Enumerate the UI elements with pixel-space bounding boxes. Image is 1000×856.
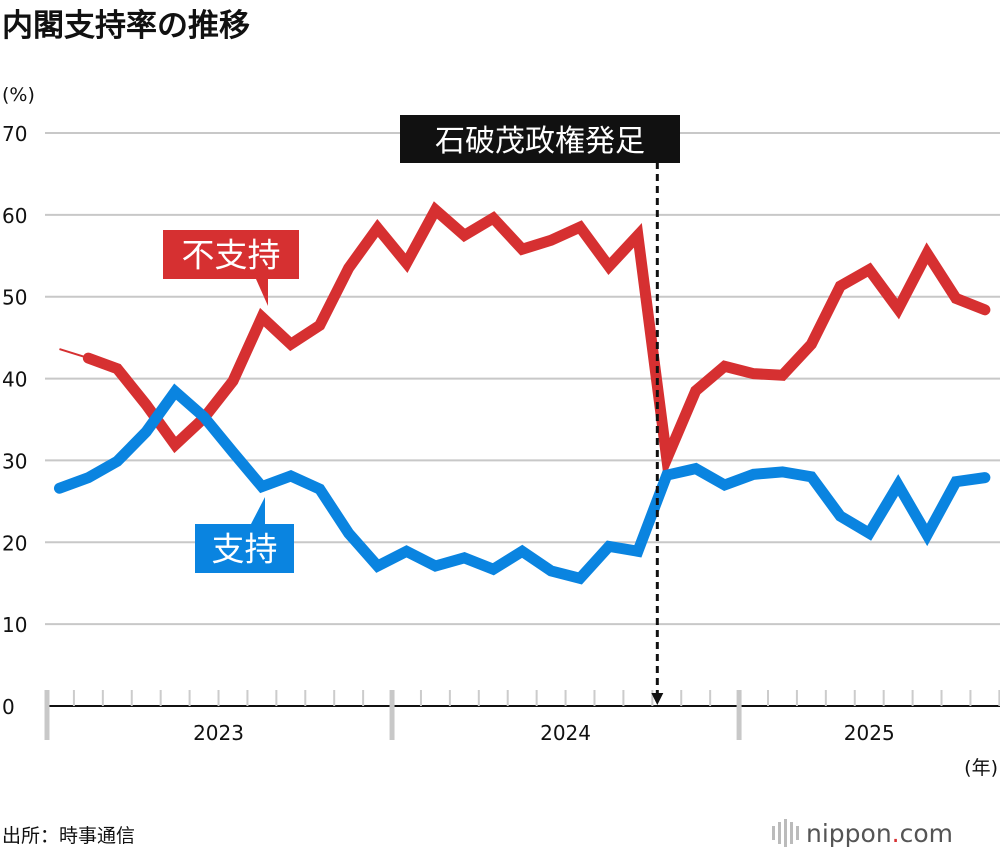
y-tick-label: 0	[2, 695, 15, 719]
y-tick-label: 30	[2, 449, 27, 473]
source-note: 出所：時事通信	[2, 825, 135, 847]
event-label: 石破茂政権発足	[435, 124, 645, 159]
label-pointer	[256, 279, 268, 306]
y-tick-label: 70	[2, 122, 27, 146]
event-label-box	[400, 115, 680, 163]
series-line	[82, 201, 991, 480]
y-tick-label: 50	[2, 286, 27, 310]
label-box	[195, 524, 294, 573]
y-tick-label: 60	[2, 204, 27, 228]
x-axis-label: (年)	[964, 757, 998, 779]
x-tick-label: 2024	[540, 721, 591, 745]
x-tick-label: 2025	[844, 721, 895, 745]
series-label-approval: 支持	[195, 497, 294, 573]
label-box	[163, 230, 299, 279]
svg-text:nippon.com: nippon.com	[806, 819, 953, 848]
event-annotation: 石破茂政権発足	[400, 115, 680, 705]
y-tick-label: 10	[2, 613, 27, 637]
series-label-text: 不支持	[182, 236, 281, 275]
x-tick-label: 2023	[193, 721, 244, 745]
chart-title: 内閣支持率の推移	[2, 8, 250, 44]
y-tick-label: 40	[2, 368, 27, 392]
arrow-down-icon	[651, 693, 664, 705]
nippon-logo: nippon.com	[772, 819, 953, 848]
series-label-disapproval: 不支持	[163, 230, 299, 306]
series-approval	[53, 383, 991, 585]
y-axis-label: (%)	[2, 84, 35, 106]
label-pointer	[251, 497, 265, 524]
series-disapproval	[59, 201, 991, 480]
series-line	[53, 383, 991, 585]
y-tick-label: 20	[2, 531, 27, 555]
series-label-text: 支持	[212, 530, 278, 569]
